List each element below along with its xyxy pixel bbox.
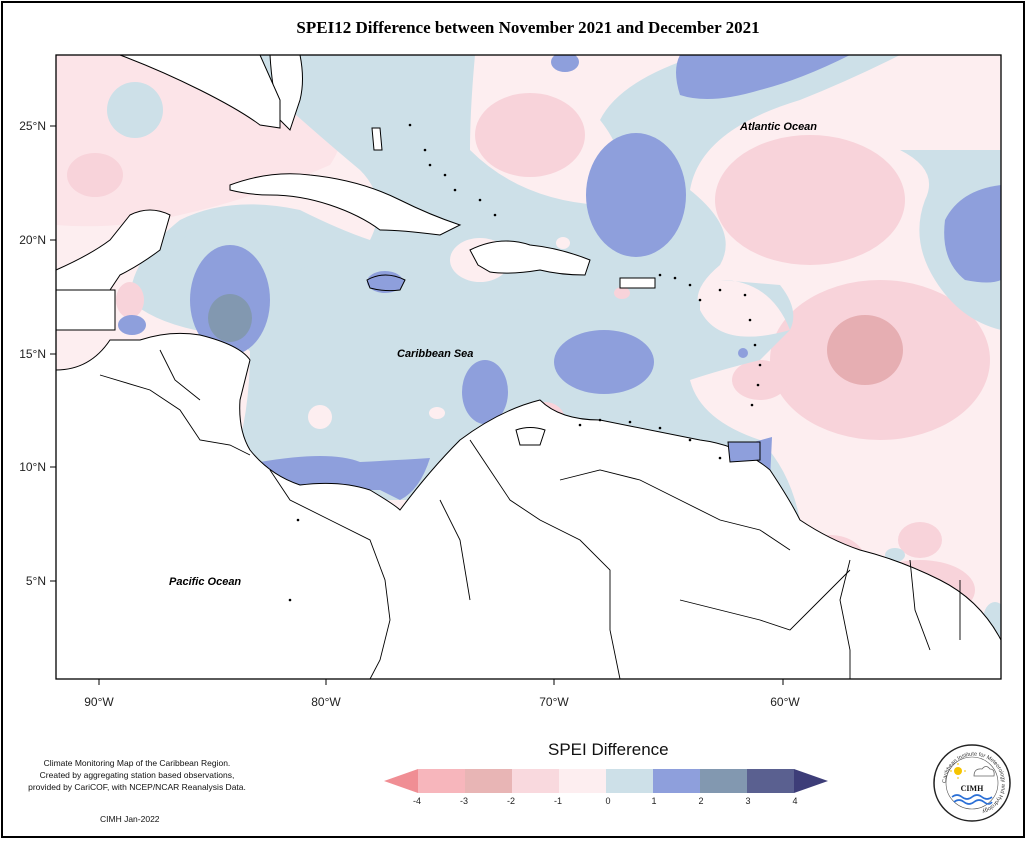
legend-tick: 0 [605,796,610,806]
region-labels: Atlantic Ocean Caribbean Sea Pacific Oce… [169,121,817,588]
caribbean-sea-label: Caribbean Sea [397,348,473,360]
sun-icon [954,767,962,775]
lon-tick-60w: 60°W [770,695,800,709]
legend-swatch-4 [559,769,606,793]
country-borders [99,349,961,680]
axis-ticks [50,125,784,685]
lon-tick-80w: 80°W [311,695,341,709]
footnote: Climate Monitoring Map of the Caribbean … [18,757,256,793]
lat-tick-15n: 15°N [19,347,46,361]
land [55,54,1002,680]
islands [229,127,761,463]
footnote-line: provided by CariCOF, with NCEP/NCAR Rean… [28,782,246,792]
footnote-line: Created by aggregating station based obs… [39,770,235,780]
waves-icon [951,794,993,805]
legend-swatch-5 [606,769,653,793]
lat-tick-10n: 10°N [19,460,46,474]
legend-ticks: -4 -3 -2 -1 0 1 2 3 4 [413,796,798,806]
spei-field [56,55,1001,679]
legend-swatch-2 [465,769,512,793]
legend-swatch-1 [418,769,465,793]
legend-swatch-8 [747,769,794,793]
legend-tick: -1 [554,796,562,806]
lat-tick-5n: 5°N [26,574,46,588]
atlantic-ocean-label: Atlantic Ocean [739,121,817,133]
legend-swatch-7 [700,769,747,793]
small-islands [288,123,762,602]
lon-tick-90w: 90°W [84,695,114,709]
lon-tick-70w: 70°W [539,695,569,709]
legend-swatch-9 [794,769,828,793]
legend-swatch-0 [384,769,418,793]
logo-name: CIMH [961,784,984,793]
credit: CIMH Jan-2022 [100,814,160,824]
legend-swatch-6 [653,769,700,793]
pacific-ocean-label: Pacific Ocean [169,576,241,588]
lat-tick-25n: 25°N [19,119,46,133]
sun-rays-icon [950,763,966,779]
legend-tick: 1 [651,796,656,806]
legend-tick: 4 [792,796,797,806]
legend-colorbar [384,769,828,793]
legend-tick: 2 [698,796,703,806]
legend-tick: -4 [413,796,421,806]
map-title: SPEI12 Difference between November 2021 … [296,18,760,37]
legend-tick: -2 [507,796,515,806]
legend-title: SPEI Difference [548,740,669,759]
lat-tick-labels: 25°N 20°N 15°N 10°N 5°N [19,119,46,588]
cimh-logo: Caribbean Institute for Meteorology and … [933,744,1011,822]
footnote-line: Climate Monitoring Map of the Caribbean … [43,758,231,768]
legend-tick: -3 [460,796,468,806]
lon-tick-labels: 90°W 80°W 70°W 60°W [84,695,800,709]
legend-tick: 3 [745,796,750,806]
lat-tick-20n: 20°N [19,233,46,247]
cloud-icon [973,766,995,777]
map-border [55,54,1002,680]
legend-swatch-3 [512,769,559,793]
